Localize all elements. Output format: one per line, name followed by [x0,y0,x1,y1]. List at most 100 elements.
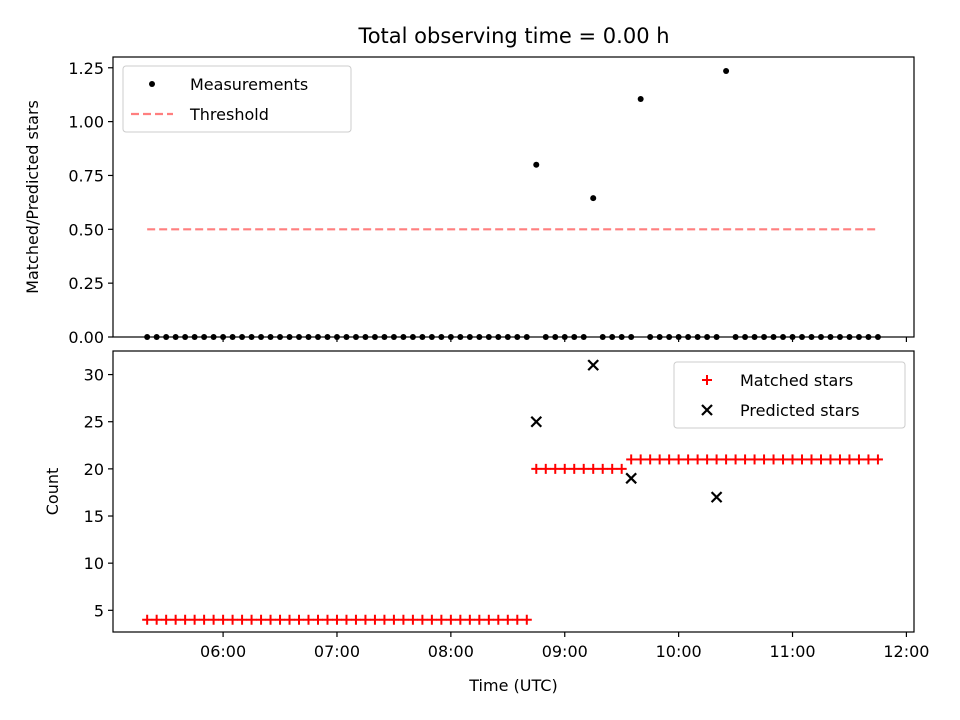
matched-star-point [550,463,561,474]
matched-star-point [740,454,751,465]
x-tick-label: 09:00 [542,642,588,661]
y-axis-label: Count [43,468,62,516]
matched-star-point [398,614,409,625]
y-tick-label: 0.25 [68,274,104,293]
ratio-panel: 0.00 0.25 0.50 0.75 1.00 1.25 Matched/Predicte… [23,56,915,347]
matched-star-point [626,454,637,465]
measurement-point [533,161,540,168]
matched-star-point [825,454,836,465]
predicted-star-point [625,472,637,485]
y-tick-label: 0.00 [68,328,104,347]
matched-star-point [521,614,532,625]
legend-item: Predicted stars [701,401,860,420]
x-tick-label: 12:00 [883,642,929,661]
legend: Measurements Threshold [122,65,352,133]
plot-area [142,359,883,625]
matched-star-point [379,614,390,625]
legend-box [673,361,906,429]
matched-star-point [464,614,475,625]
legend-label: Predicted stars [740,401,860,420]
matched-star-point [246,614,257,625]
matched-star-point [256,614,267,625]
matched-star-point [502,614,513,625]
matched-star-point [778,454,789,465]
matched-star-point [730,454,741,465]
matched-star-point [331,614,342,625]
matched-star-point [853,454,864,465]
y-tick-label: 15 [84,507,104,526]
matched-star-point [312,614,323,625]
matched-star-point [597,463,608,474]
matched-star-point [749,454,760,465]
matched-star-point [151,614,162,625]
matched-star-point [474,614,485,625]
y-tick-label: 0.50 [68,220,104,239]
legend-item: Matched stars [702,371,853,390]
y-tick-label: 0.75 [68,166,104,185]
y-tick-label: 20 [84,460,104,479]
measurement-point [637,96,644,102]
matched-star-point [768,454,779,465]
matched-star-point [407,614,418,625]
matched-star-point [322,614,333,625]
matched-star-point [303,614,314,625]
matched-star-point [284,614,295,625]
predicted-star-point [530,415,543,428]
measurement-point [723,68,730,74]
matched-star-point [559,463,570,474]
matched-star-point [834,454,845,465]
y-tick-label: 30 [84,366,104,385]
matched-star-point [142,614,153,625]
matched-star-point [787,454,798,465]
matched-star-point [635,454,646,465]
legend-dot-marker [149,81,155,87]
matched-star-point [493,614,504,625]
matched-star-point [426,614,437,625]
matched-star-point [578,463,589,474]
legend-plus-marker [702,375,712,385]
matched-star-point [872,454,883,465]
y-tick-label: 5 [94,601,104,620]
axes-frame [112,350,915,633]
x-tick-label: 10:00 [656,642,702,661]
matched-star-point [445,614,456,625]
matched-star-point [161,614,172,625]
matched-star-point [588,463,599,474]
matched-star-point [512,614,523,625]
matched-star-point [189,614,200,625]
measurement-point [590,195,597,202]
matched-star-point [275,614,286,625]
x-tick-label: 08:00 [428,642,474,661]
figure-title: Total observing time = 0.00 h [357,24,669,48]
count-panel: 06:00 07:00 08:00 09:00 10:00 11:00 12:00 5 10 15… [43,350,929,695]
matched-star-point [654,454,665,465]
y-tick-label: 10 [84,554,104,573]
matched-star-point [569,463,580,474]
matched-star-point [645,454,656,465]
matched-star-point [531,463,542,474]
legend-label: Measurements [190,75,308,94]
matched-star-point [350,614,361,625]
matched-star-point [360,614,371,625]
matched-star-point [265,614,276,625]
matched-star-point [540,463,551,474]
matched-star-point [664,454,675,465]
matched-star-point [806,454,817,465]
matched-star-point [369,614,380,625]
matched-star-point [815,454,826,465]
matched-star-point [759,454,770,465]
matched-star-point [797,454,808,465]
predicted-star-point [587,359,599,371]
axes-frame [112,56,915,338]
legend-item: Threshold [131,105,269,124]
y-tick-label: 1.25 [68,59,104,78]
matched-star-point [721,454,732,465]
matched-star-point [863,454,874,465]
matched-star-point [673,454,684,465]
matched-star-point [208,614,219,625]
matched-star-point [227,614,238,625]
matched-star-point [180,614,191,625]
matched-star-point [683,454,694,465]
legend-label: Threshold [189,105,269,124]
legend: Matched stars Predicted stars [673,361,906,429]
